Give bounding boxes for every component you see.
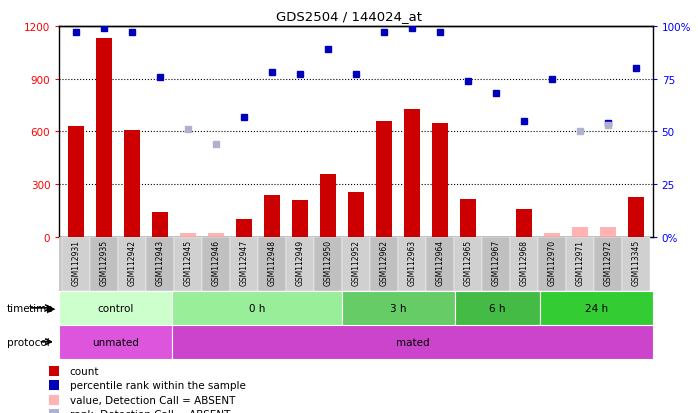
Bar [59, 291, 172, 325]
Bar [342, 291, 455, 325]
Bar [90, 237, 118, 291]
Bar [59, 325, 172, 359]
Text: GSM113345: GSM113345 [631, 239, 640, 285]
Text: GSM112970: GSM112970 [547, 239, 556, 285]
Text: GSM112965: GSM112965 [463, 239, 473, 285]
Bar [510, 237, 538, 291]
Bar [628, 197, 644, 237]
Bar [376, 121, 392, 237]
Bar [342, 237, 370, 291]
Text: GSM112948: GSM112948 [267, 239, 276, 285]
Text: ▶: ▶ [47, 303, 56, 313]
Bar [517, 209, 532, 237]
Bar [124, 131, 140, 237]
Text: GSM112968: GSM112968 [519, 239, 528, 285]
Bar [286, 237, 314, 291]
Text: GSM112963: GSM112963 [408, 239, 417, 285]
Bar [118, 237, 146, 291]
Bar [314, 237, 342, 291]
Bar [482, 237, 510, 291]
Bar [572, 228, 588, 237]
Text: 3 h: 3 h [390, 303, 407, 313]
Text: count: count [70, 366, 99, 376]
Bar [432, 123, 447, 237]
Bar [398, 237, 426, 291]
Bar [540, 291, 653, 325]
Text: GSM112971: GSM112971 [575, 239, 584, 285]
Text: 24 h: 24 h [584, 303, 608, 313]
Bar [404, 109, 419, 237]
Bar [68, 127, 84, 237]
Bar [566, 237, 594, 291]
Bar [258, 237, 286, 291]
Text: GSM112947: GSM112947 [239, 239, 248, 285]
Bar [265, 195, 280, 237]
Text: GSM112950: GSM112950 [323, 239, 332, 285]
Text: GSM112931: GSM112931 [72, 239, 81, 285]
Text: GSM112972: GSM112972 [603, 239, 612, 285]
Bar [594, 237, 622, 291]
Text: GSM112962: GSM112962 [380, 239, 389, 285]
Bar [454, 237, 482, 291]
Text: rank, Detection Call = ABSENT: rank, Detection Call = ABSENT [70, 409, 230, 413]
Text: GSM112943: GSM112943 [156, 239, 165, 285]
Text: GSM112935: GSM112935 [100, 239, 109, 285]
Text: GSM112946: GSM112946 [211, 239, 221, 285]
Bar [62, 237, 90, 291]
Text: GSM112967: GSM112967 [491, 239, 500, 285]
Bar [622, 237, 650, 291]
Text: mated: mated [396, 337, 429, 347]
Bar [538, 237, 566, 291]
Text: GSM112945: GSM112945 [184, 239, 193, 285]
Text: protocol: protocol [7, 337, 50, 347]
Bar [172, 325, 653, 359]
Text: GSM112964: GSM112964 [436, 239, 445, 285]
Bar [96, 39, 112, 237]
Text: GDS2504 / 144024_at: GDS2504 / 144024_at [276, 10, 422, 23]
Bar [460, 200, 475, 237]
Text: GSM112952: GSM112952 [352, 239, 360, 285]
Bar [146, 237, 174, 291]
Bar [600, 228, 616, 237]
Text: time: time [7, 303, 31, 313]
Bar [174, 237, 202, 291]
Text: GSM112949: GSM112949 [295, 239, 304, 285]
Text: time: time [29, 303, 56, 313]
Text: 0 h: 0 h [249, 303, 265, 313]
Bar [237, 220, 252, 237]
Bar [209, 234, 224, 237]
Bar [230, 237, 258, 291]
Text: percentile rank within the sample: percentile rank within the sample [70, 380, 246, 390]
Bar [320, 174, 336, 237]
Bar [348, 193, 364, 237]
Bar [370, 237, 398, 291]
Bar [202, 237, 230, 291]
Bar [544, 234, 560, 237]
Text: control: control [98, 303, 134, 313]
Text: unmated: unmated [92, 337, 140, 347]
Bar [426, 237, 454, 291]
Bar [455, 291, 540, 325]
Bar [292, 201, 308, 237]
Bar [172, 291, 342, 325]
Bar [152, 212, 168, 237]
Text: value, Detection Call = ABSENT: value, Detection Call = ABSENT [70, 395, 235, 405]
Bar [180, 234, 195, 237]
Text: 6 h: 6 h [489, 303, 505, 313]
Text: GSM112942: GSM112942 [128, 239, 137, 285]
